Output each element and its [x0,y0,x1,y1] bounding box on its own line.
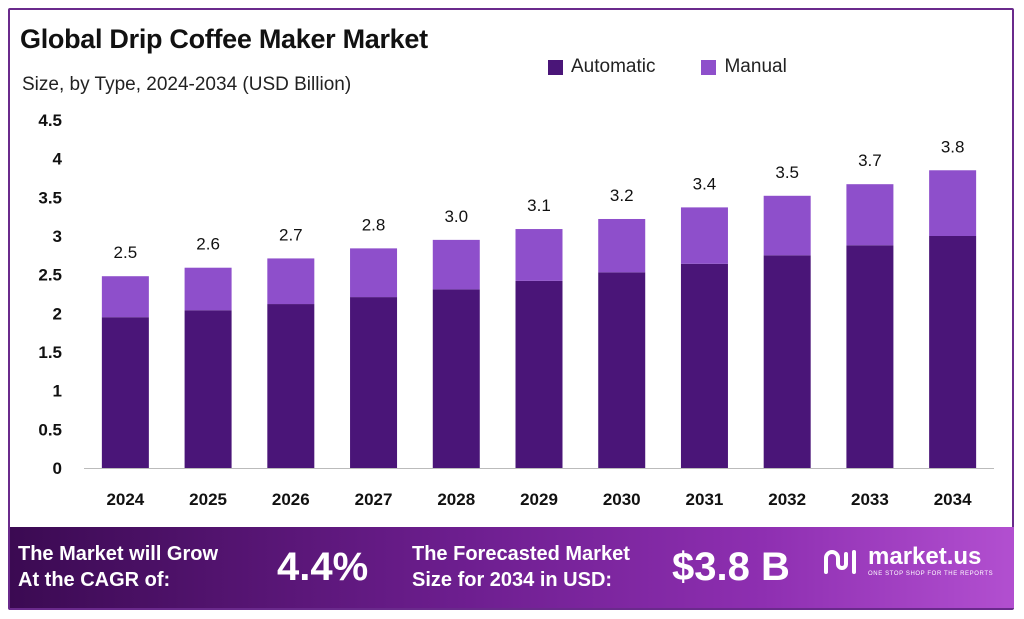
y-tick-label-7: 3.5 [38,188,62,207]
bar-automatic-2026 [267,304,315,468]
data-label-2031: 3.4 [693,174,717,193]
bar-automatic-2029 [515,280,563,468]
bar-automatic-2030 [598,272,646,468]
bar-manual-2027 [350,248,398,298]
bar-manual-2031 [680,207,728,264]
forecast-label: The Forecasted Market Size for 2034 in U… [412,543,630,591]
y-tick-label-0: 0 [53,459,62,478]
data-label-2029: 3.1 [527,196,551,215]
legend-swatch-automatic [548,59,563,75]
logo-tagline: ONE STOP SHOP FOR THE REPORTS [868,571,994,577]
bar-automatic-2031 [680,263,728,468]
bar-automatic-2032 [763,255,811,468]
x-tick-label-2024: 2024 [106,490,144,509]
legend-swatch-manual [701,59,717,75]
data-label-2027: 2.8 [362,215,386,234]
x-tick-label-2034: 2034 [934,490,972,509]
x-tick-label-2031: 2031 [686,490,724,509]
bar-manual-2026 [267,258,315,305]
bar-manual-2025 [184,267,232,311]
data-label-2032: 3.5 [775,163,799,182]
bar-manual-2028 [432,239,480,290]
y-tick-label-6: 3 [53,227,62,246]
y-tick-label-2: 1 [53,382,62,401]
legend-label-automatic: Automatic [571,56,656,77]
legend: Automatic Manual [548,56,787,78]
cagr-label: The Market will Grow At the CAGR of: [18,543,219,591]
logo-wordmark: market.us [868,543,982,570]
bar-automatic-2025 [184,310,232,468]
legend-item-automatic: Automatic [548,56,655,78]
data-label-2026: 2.7 [279,225,303,244]
x-tick-label-2027: 2027 [355,490,393,509]
summary-banner: The Market will Grow At the CAGR of: 4.4… [10,527,1014,608]
market-us-logo-icon [824,550,856,574]
chart-title: Global Drip Coffee Maker Market [20,24,428,54]
bar-manual-2030 [598,218,646,273]
x-tick-label-2025: 2025 [189,490,227,509]
y-tick-label-1: 0.5 [38,420,62,439]
bar-manual-2033 [846,184,894,246]
legend-label-manual: Manual [724,56,787,77]
bar-automatic-2034 [929,236,977,468]
chart-subtitle: Size, by Type, 2024-2034 (USD Billion) [22,74,352,95]
x-tick-label-2026: 2026 [272,490,310,509]
data-label-2030: 3.2 [610,186,634,205]
y-tick-label-9: 4.5 [38,111,62,130]
data-label-2028: 3.0 [444,207,468,226]
y-tick-label-5: 2.5 [38,266,62,285]
bar-manual-2024 [101,276,149,318]
data-label-2024: 2.5 [114,243,138,262]
y-tick-label-3: 1.5 [38,343,62,362]
x-tick-label-2033: 2033 [851,490,889,509]
data-label-2034: 3.8 [941,137,965,156]
forecast-value: $3.8 B [672,545,790,589]
x-tick-label-2030: 2030 [603,490,641,509]
stacked-bar-chart: 0 0.5 1 1.5 2 2.5 3 3.5 4 4.5 2.5 2024 2.6 2025 2.7 202… [38,111,994,509]
bar-automatic-2028 [432,289,480,468]
bar-automatic-2027 [350,297,398,468]
bar-automatic-2024 [101,317,149,468]
data-label-2033: 3.7 [858,151,882,170]
bar-manual-2029 [515,229,563,281]
bar-manual-2032 [763,195,811,256]
data-label-2025: 2.6 [196,235,220,254]
x-tick-label-2029: 2029 [520,490,558,509]
x-tick-label-2028: 2028 [437,490,475,509]
x-tick-label-2032: 2032 [768,490,806,509]
market-us-logo: market.us ONE STOP SHOP FOR THE REPORTS [822,545,993,577]
bar-manual-2034 [929,170,977,236]
bar-automatic-2033 [846,245,894,468]
y-tick-label-8: 4 [53,150,63,169]
y-tick-label-4: 2 [53,304,62,323]
chart-frame [8,8,1014,610]
cagr-value: 4.4% [277,545,369,589]
legend-item-manual: Manual [701,56,787,78]
